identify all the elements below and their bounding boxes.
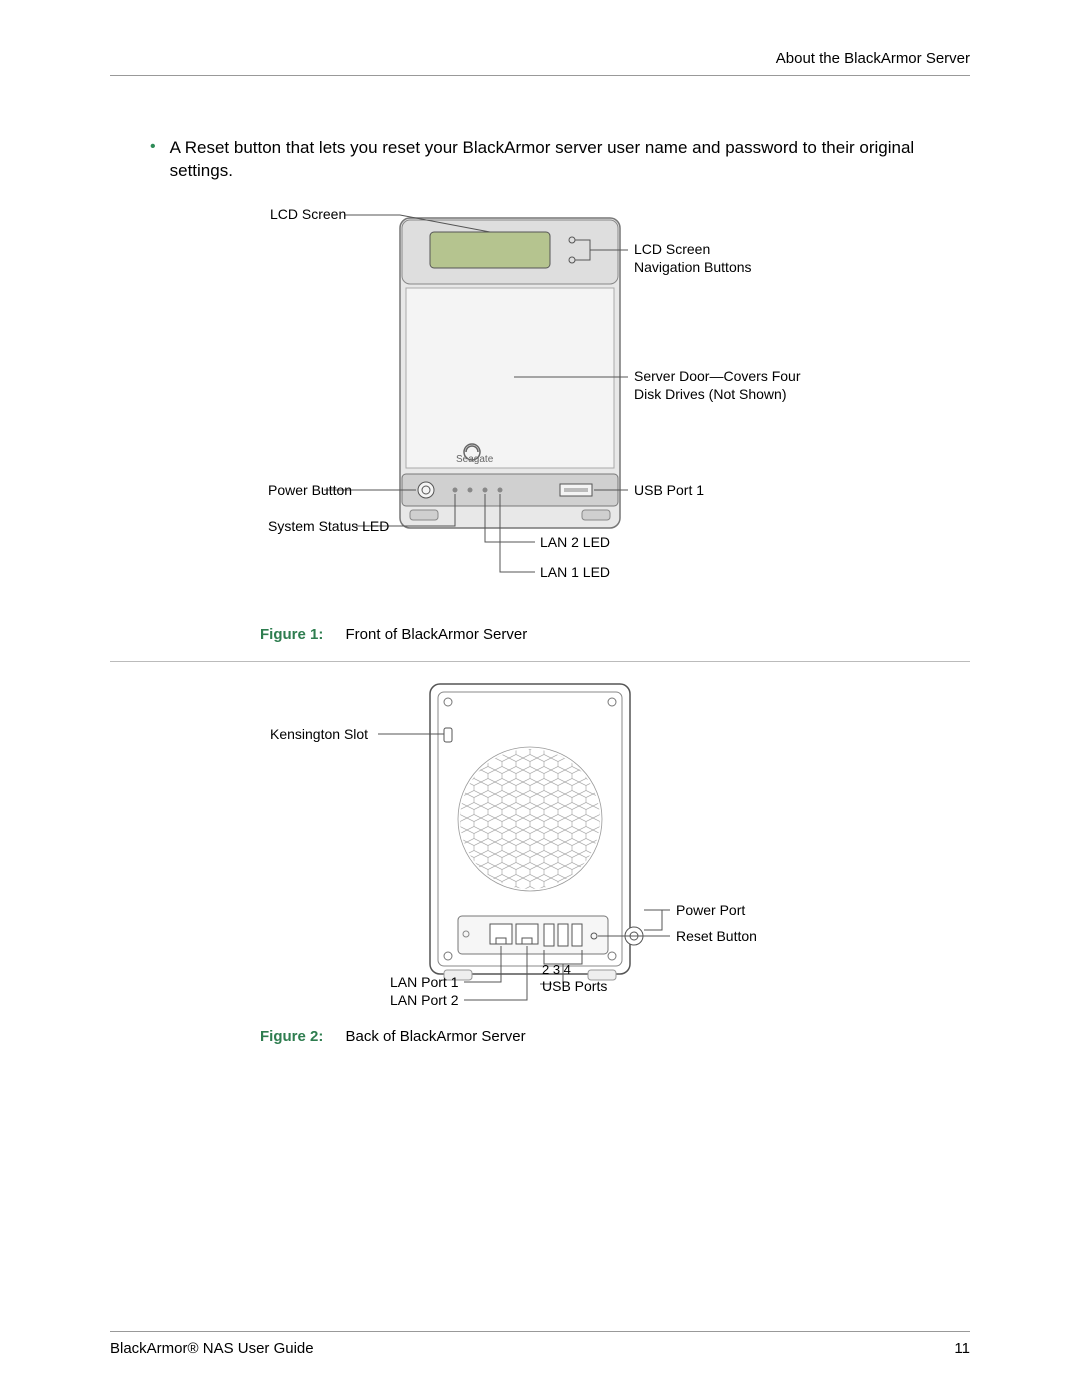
- mid-rule: [110, 661, 970, 662]
- label-kensington: Kensington Slot: [270, 726, 368, 742]
- label-server-door-l2: Disk Drives (Not Shown): [634, 386, 786, 402]
- footer-guide: BlackArmor® NAS User Guide: [110, 1340, 314, 1357]
- label-power-button: Power Button: [268, 482, 318, 498]
- figure-2-caption-text: Back of BlackArmor Server: [346, 1028, 526, 1045]
- back-device-diagram: [110, 674, 970, 1024]
- header-rule: [110, 75, 970, 76]
- figure-2-prefix: Figure 2:: [260, 1028, 323, 1045]
- label-server-door-l1: Server Door—Covers Four: [634, 368, 801, 384]
- label-lan-port-1: LAN Port 1: [390, 974, 458, 990]
- label-power-port: Power Port: [676, 902, 745, 918]
- label-usb-port-1: USB Port 1: [634, 482, 704, 498]
- figure-2-area: Kensington Slot Power Port Reset Button …: [110, 674, 970, 1024]
- label-lcd-screen: LCD Screen: [270, 206, 346, 222]
- label-usb-ports: USB Ports: [542, 978, 607, 994]
- header-section: About the BlackArmor Server: [110, 50, 970, 67]
- figure-2-caption: Figure 2: Back of BlackArmor Server: [110, 1028, 970, 1045]
- label-lan2-led: LAN 2 LED: [540, 534, 610, 550]
- footer-rule: [110, 1331, 970, 1332]
- front-device-diagram: Seagate: [110, 202, 970, 622]
- label-system-status: System Status LED: [268, 518, 389, 534]
- label-lcd-nav-l1: LCD Screen: [634, 241, 710, 257]
- label-lcd-nav-l2: Navigation Buttons: [634, 259, 752, 275]
- figure-1-caption-text: Front of BlackArmor Server: [346, 626, 528, 643]
- figure-1-prefix: Figure 1:: [260, 626, 323, 643]
- page-footer: BlackArmor® NAS User Guide 11: [110, 1323, 970, 1357]
- label-reset-button: Reset Button: [676, 928, 757, 944]
- bullet-item: • A Reset button that lets you reset you…: [110, 136, 970, 182]
- label-lan1-led: LAN 1 LED: [540, 564, 610, 580]
- label-lcd-nav: LCD Screen Navigation Buttons: [634, 240, 814, 276]
- figure-1-area: Seagate: [110, 202, 970, 622]
- figure-1-caption: Figure 1: Front of BlackArmor Server: [110, 626, 970, 643]
- bullet-marker: •: [150, 136, 156, 182]
- label-usb-nums: 2 3 4: [542, 962, 571, 977]
- label-server-door: Server Door—Covers Four Disk Drives (Not…: [634, 367, 854, 403]
- bullet-text: A Reset button that lets you reset your …: [170, 136, 970, 182]
- footer-page-number: 11: [954, 1340, 970, 1357]
- label-lan-port-2: LAN Port 2: [390, 992, 458, 1008]
